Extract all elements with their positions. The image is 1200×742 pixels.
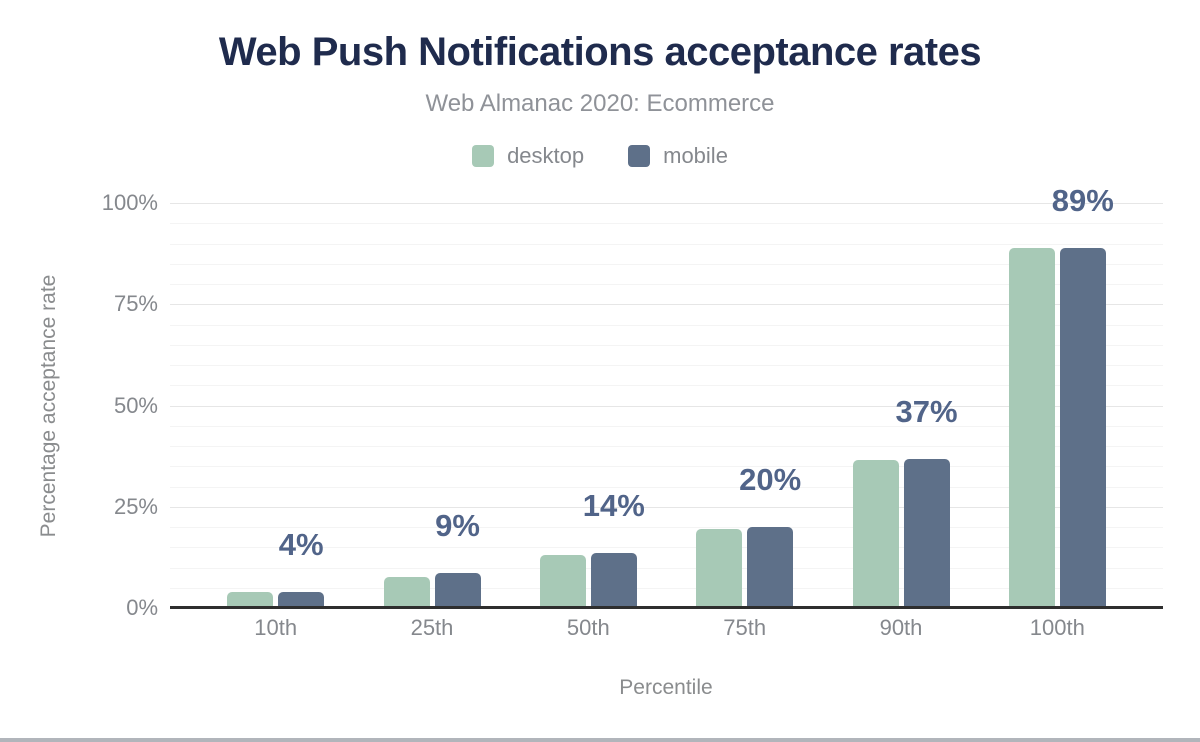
chart-subtitle: Web Almanac 2020: Ecommerce [425, 90, 775, 117]
legend-item-mobile[interactable]: mobile [628, 143, 728, 169]
chart-title: Web Push Notifications acceptance rates [218, 30, 982, 74]
y-tick-label-25%: 25% [113, 493, 158, 519]
bar-value-label-75th: 20% [739, 462, 802, 497]
gridline-5 [170, 587, 1163, 589]
legend-swatch-mobile [628, 145, 651, 167]
gridline-100 [170, 203, 1163, 204]
bar-value-label-100th: 89% [1051, 183, 1114, 218]
legend-swatch-desktop [472, 145, 495, 167]
bar-mobile-10th[interactable] [278, 591, 325, 608]
gridline-30 [170, 486, 1163, 488]
bar-value-label-90th: 37% [895, 394, 958, 429]
gridline-55 [170, 385, 1163, 387]
gridline-35 [170, 466, 1163, 468]
gridline-50 [170, 405, 1163, 407]
y-tick-label-50%: 50% [113, 392, 158, 418]
gridline-45 [170, 425, 1163, 427]
bar-mobile-90th[interactable] [903, 459, 950, 608]
gridline-25 [170, 506, 1163, 508]
x-tick-label-100th: 100th [1029, 615, 1085, 640]
bar-mobile-75th[interactable] [747, 527, 794, 608]
bar-mobile-100th[interactable] [1059, 248, 1106, 608]
x-axis-title: Percentile [619, 676, 713, 699]
y-tick-label-0%: 0% [126, 595, 158, 620]
gridline-65 [170, 344, 1163, 346]
y-tick-label-75%: 75% [113, 291, 158, 317]
x-tick-label-25th: 25th [410, 615, 454, 640]
gridline-40 [170, 446, 1163, 447]
x-tick-label-50th: 50th [566, 615, 610, 640]
bar-mobile-50th[interactable] [590, 552, 637, 608]
gridline-70 [170, 324, 1163, 326]
legend-label-desktop: desktop [507, 143, 585, 168]
legend-label-mobile: mobile [663, 143, 728, 168]
bar-value-label-50th: 14% [582, 487, 645, 523]
legend: desktop mobile [0, 143, 1200, 169]
footer-strip [0, 738, 1200, 742]
gridline-15 [170, 547, 1163, 549]
bar-value-label-10th: 4% [278, 526, 324, 562]
x-axis-line [170, 606, 1163, 609]
gridline-75 [170, 304, 1163, 306]
gridline-85 [170, 263, 1163, 265]
bar-desktop-75th[interactable] [696, 528, 743, 608]
gridline-60 [170, 365, 1163, 366]
gridline-95 [170, 223, 1163, 225]
gridline-90 [170, 243, 1163, 245]
gridline-10 [170, 567, 1163, 569]
gridline-20 [170, 527, 1163, 528]
bar-desktop-50th[interactable] [539, 554, 586, 608]
y-tick-label-100%: 100% [101, 190, 158, 215]
bar-desktop-25th[interactable] [383, 576, 430, 608]
bar-value-label-25th: 9% [435, 507, 480, 543]
x-tick-label-75th: 75th [723, 615, 767, 640]
bar-desktop-90th[interactable] [852, 459, 899, 608]
bar-desktop-10th[interactable] [227, 592, 274, 608]
x-tick-label-90th: 90th [879, 615, 923, 640]
bar-desktop-100th[interactable] [1008, 248, 1055, 608]
x-tick-label-10th: 10th [254, 615, 298, 640]
legend-item-desktop[interactable]: desktop [472, 143, 584, 169]
gridline-80 [170, 284, 1163, 285]
bar-mobile-25th[interactable] [434, 572, 481, 608]
